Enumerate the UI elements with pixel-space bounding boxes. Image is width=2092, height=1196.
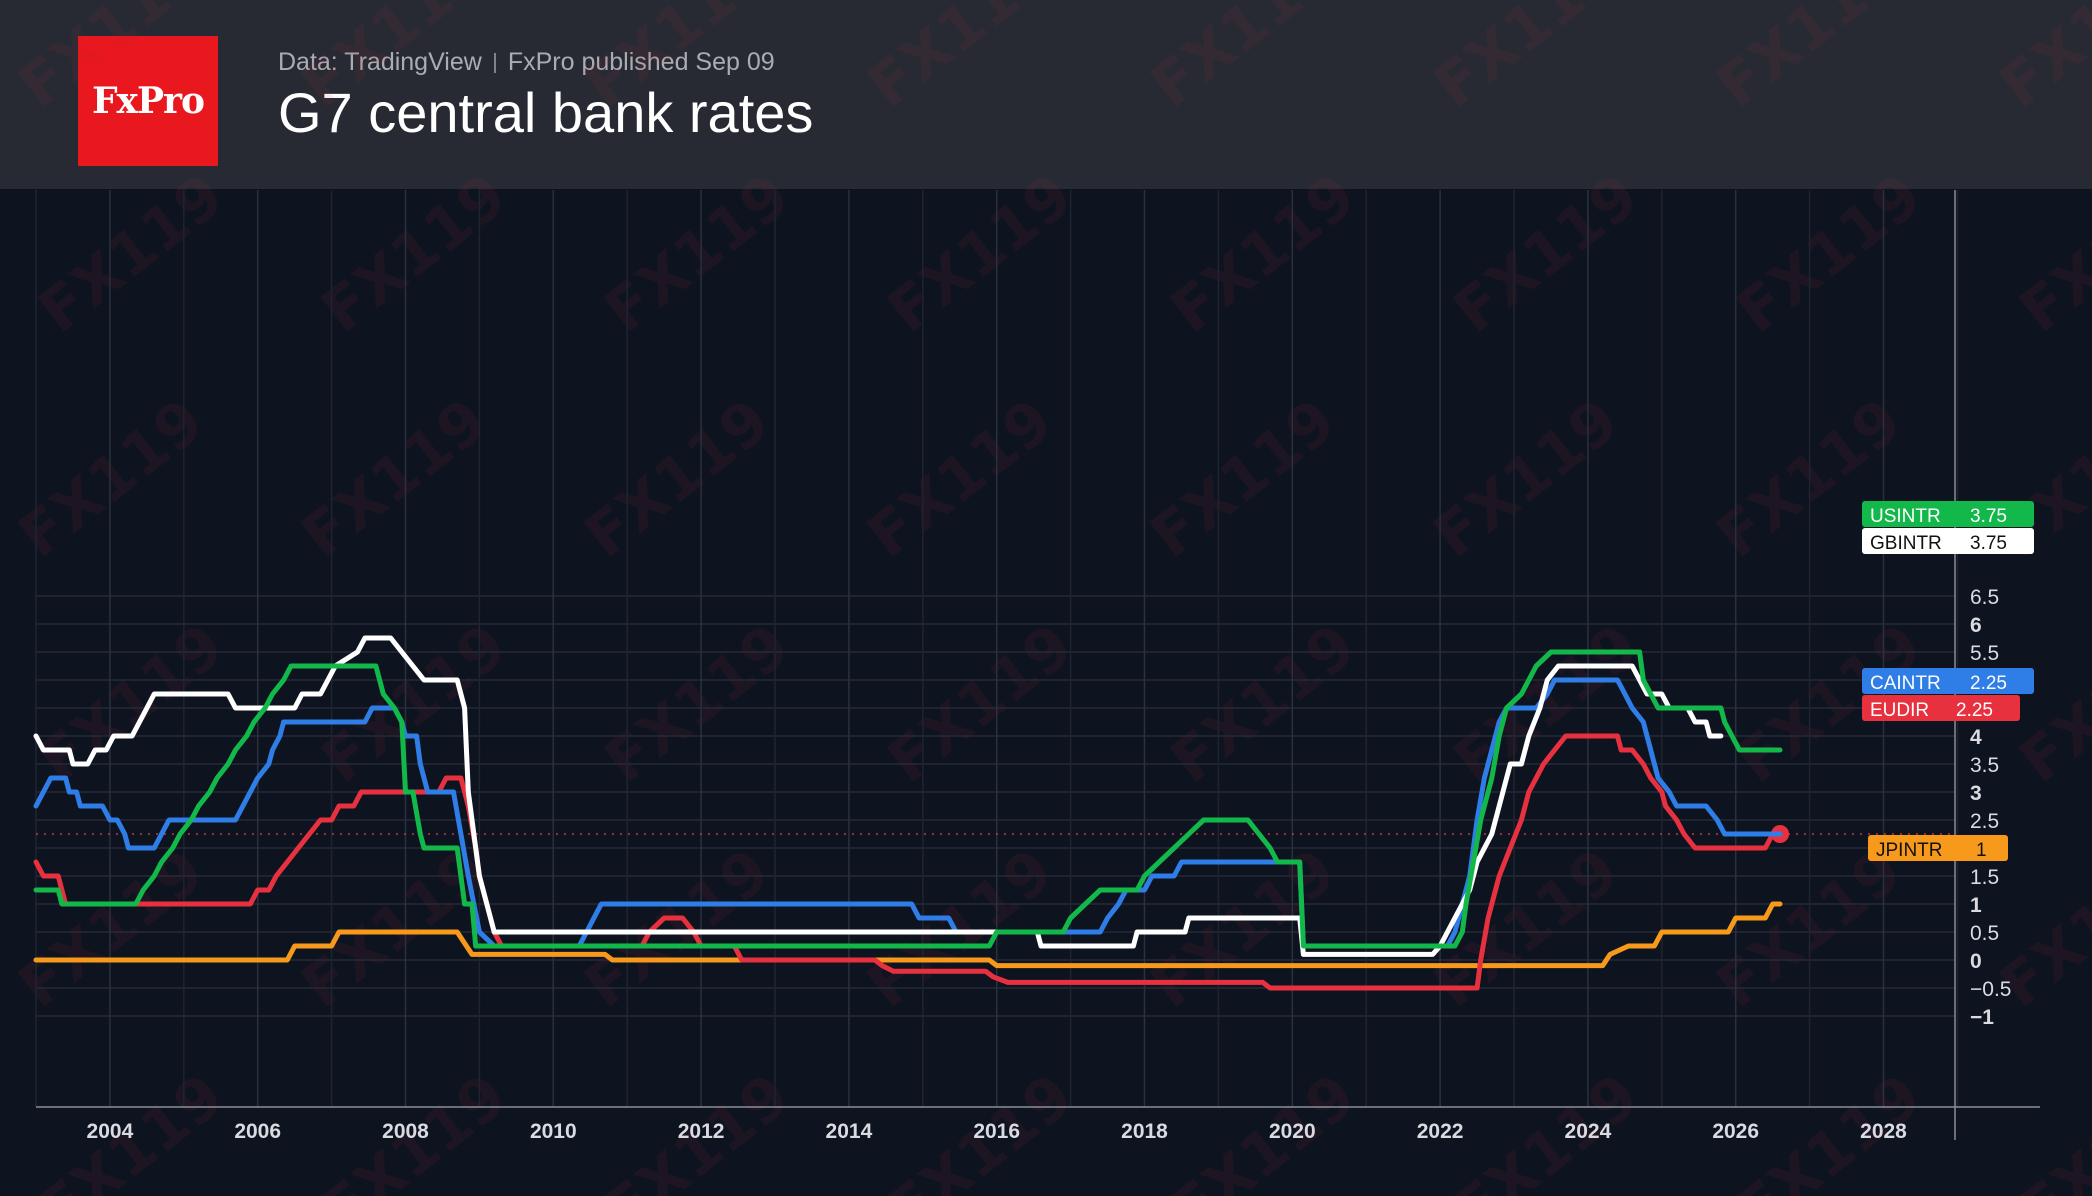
header-bar: FxPro Data: TradingView FxPro published … — [0, 0, 2092, 189]
watermark-text: FX119 — [1158, 161, 1369, 347]
x-tick-label: 2006 — [234, 1120, 281, 1143]
series-label-value: 3.75 — [1970, 533, 2007, 554]
fxpro-logo: FxPro — [78, 36, 218, 166]
series-label-box — [1862, 668, 2034, 694]
watermark-text: FX119 — [6, 386, 217, 572]
watermark-text: FX119 — [592, 611, 803, 797]
series-label-name: USINTR — [1870, 506, 1941, 527]
logo-text: FxPro — [91, 80, 205, 122]
separator-divider — [493, 52, 496, 73]
series-label-usintr: USINTR 3.75 — [1862, 501, 2034, 527]
watermark-text: FX119 — [875, 161, 1086, 347]
series-label-gbintr: GBINTR 3.75 — [1862, 528, 2034, 554]
watermark-text: FX119 — [1421, 386, 1632, 572]
x-tick-label: 2024 — [1565, 1120, 1612, 1143]
y-tick-label: 6.5 — [1970, 586, 1999, 609]
series-label-value: 1 — [1976, 840, 1987, 861]
source-line: Data: TradingView FxPro published Sep 09 — [278, 48, 775, 77]
x-tick-label: 2010 — [530, 1120, 577, 1143]
series-label-eudir: EUDIR 2.25 — [1862, 695, 2020, 721]
x-tick-label: 2020 — [1269, 1120, 1316, 1143]
watermark-text: FX119 — [1138, 386, 1349, 572]
watermark-text: FX119 — [1441, 611, 1652, 797]
watermark-text: FX119 — [2007, 161, 2092, 347]
x-tick-label: 2028 — [1860, 1120, 1907, 1143]
watermark-text: FX119 — [1987, 0, 2092, 122]
watermark-text: FX119 — [6, 0, 217, 122]
y-tick-label: 4 — [1970, 726, 1982, 749]
watermark-text: FX119 — [1421, 836, 1632, 1022]
watermark-text: FX119 — [592, 161, 803, 347]
watermark-text: FX119 — [855, 0, 1066, 122]
data-source-label: Data: TradingView — [278, 48, 482, 76]
watermark-text: FX119 — [572, 386, 783, 572]
y-tick-label: 0.5 — [1970, 922, 1999, 945]
y-tick-label: −1 — [1970, 1006, 1994, 1029]
watermark-text: FX119 — [26, 161, 237, 347]
watermark-text: FX119 — [1724, 161, 1935, 347]
series-label-value-box — [1962, 531, 2031, 551]
watermark-text: FX119 — [1138, 0, 1349, 122]
watermark-text: FX119 — [855, 836, 1066, 1022]
watermark-text: FX119 — [855, 386, 1066, 572]
series-label-box — [1862, 501, 2034, 527]
y-tick-label: 2.5 — [1970, 810, 1999, 833]
series-line-usintr — [33, 649, 1783, 949]
watermark-text: FX119 — [2007, 1061, 2092, 1196]
series-line-jpintr — [33, 901, 1783, 969]
watermark-text: FX119 — [1421, 0, 1632, 122]
y-tick-label: 3.5 — [1970, 754, 1999, 777]
watermark-text: FX119 — [1441, 161, 1652, 347]
y-tick-label: 1.5 — [1970, 866, 1999, 889]
watermark-text: FX119 — [572, 836, 783, 1022]
series-label-name: CAINTR — [1870, 673, 1941, 694]
series-label-name: GBINTR — [1870, 533, 1942, 554]
grid-layer — [35, 190, 1959, 1107]
x-tick-label: 2022 — [1417, 1120, 1464, 1143]
y-tick-label: 1 — [1970, 894, 1982, 917]
series-line-gbintr — [33, 635, 1724, 957]
series-label-caintr: CAINTR 2.25 — [1862, 668, 2034, 694]
y-tick-label: 0 — [1970, 950, 1982, 973]
watermark-text: FX119 — [875, 611, 1086, 797]
y-tick-label: 5.5 — [1970, 642, 1999, 665]
x-tick-label: 2026 — [1712, 1120, 1759, 1143]
published-label: FxPro published Sep 09 — [507, 48, 775, 76]
y-tick-label: −0.5 — [1970, 978, 2011, 1001]
series-label-value: 2.25 — [1956, 700, 1993, 721]
x-tick-label: 2018 — [1121, 1120, 1168, 1143]
series-label-box — [1868, 835, 2008, 861]
watermark-text: FX119 — [309, 611, 520, 797]
x-tick-label: 2012 — [678, 1120, 725, 1143]
series-label-name: EUDIR — [1870, 700, 1929, 721]
watermark-text: FX119 — [26, 611, 237, 797]
watermark-text: FX119 — [1704, 0, 1915, 122]
watermark-text: FX119 — [289, 0, 500, 122]
watermark-text: FX119 — [289, 386, 500, 572]
series-label-name: JPINTR — [1876, 840, 1943, 861]
series-label-value: 2.25 — [1970, 673, 2007, 694]
y-tick-label: 3 — [1970, 782, 1982, 805]
x-tick-label: 2014 — [826, 1120, 873, 1143]
y-tick-label: 6 — [1970, 614, 1982, 637]
x-tick-label: 2016 — [973, 1120, 1020, 1143]
chart-title: G7 central bank rates — [278, 81, 814, 144]
watermark-text: FX119 — [1441, 1061, 1652, 1196]
series-line-eudir — [33, 733, 1783, 991]
watermark-text: FX119 — [1158, 611, 1369, 797]
series-label-box — [1862, 695, 2020, 721]
x-tick-label: 2004 — [87, 1120, 134, 1143]
series-label-value: 3.75 — [1970, 506, 2007, 527]
x-tick-label: 2008 — [382, 1120, 429, 1143]
watermark-text: FX119 — [309, 161, 520, 347]
watermark-text: FX119 — [572, 0, 783, 122]
series-line-caintr — [33, 677, 1783, 949]
watermark-text: FX119 — [1158, 1061, 1369, 1196]
series-label-jpintr: JPINTR 1 — [1868, 835, 2008, 861]
